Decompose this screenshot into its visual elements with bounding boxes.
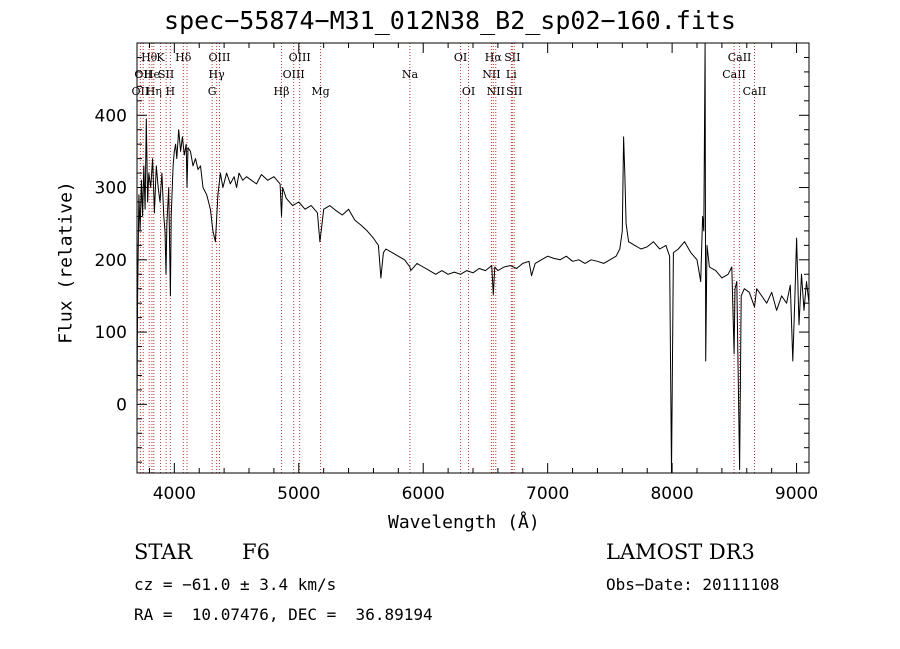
object-class: STAR (134, 540, 193, 564)
x-axis-label: Wavelength (Å) (388, 512, 540, 533)
object-subclass: F6 (242, 540, 270, 564)
line-marker-label: Hα (485, 51, 503, 64)
line-marker-label: Na (402, 68, 419, 81)
line-marker-label: OI (462, 85, 475, 98)
line-marker-label: SII (506, 85, 522, 98)
line-marker-label: OIII (208, 51, 230, 64)
x-tick-label: 5000 (277, 484, 320, 504)
line-marker-label: H (166, 85, 176, 98)
line-marker-label: OIII (289, 51, 311, 64)
y-tick-label: 100 (95, 323, 127, 343)
line-marker-label: Mg (311, 85, 329, 98)
observation-date: Obs−Date: 20111108 (606, 575, 780, 594)
y-tick-label: 400 (95, 106, 127, 126)
y-tick-label: 0 (116, 395, 127, 415)
line-marker-label: SII (158, 68, 174, 81)
line-marker-label: Hθ (141, 51, 158, 64)
line-marker-label: NII (487, 85, 505, 98)
line-marker-label: SII (504, 51, 520, 64)
survey-name: LAMOST DR3 (606, 540, 755, 564)
spectrum-line (136, 42, 810, 474)
line-marker-label: Hβ (274, 85, 290, 98)
line-marker-label: OII (132, 85, 150, 98)
line-marker-label: Hη (146, 85, 162, 98)
chart-title: spec−55874−M31_012N38_B2_sp02−160.fits (164, 6, 736, 35)
y-tick-label: 300 (95, 179, 127, 199)
line-marker-label: CaII (743, 85, 767, 98)
x-tick-label: 7000 (526, 484, 569, 504)
x-tick-label: 8000 (650, 484, 693, 504)
redshift-velocity: cz = −61.0 ± 3.4 km/s (134, 575, 337, 594)
line-marker-label: OII (134, 68, 152, 81)
line-marker-label: Hγ (209, 68, 226, 81)
line-marker-label: Hδ (175, 51, 192, 64)
line-marker-label: Li (506, 68, 517, 81)
line-marker-label: OIII (283, 68, 305, 81)
line-marker-label: He (144, 68, 160, 81)
x-tick-label: 4000 (153, 484, 196, 504)
y-tick-label: 200 (95, 251, 127, 271)
y-axis-label: Flux (relative) (55, 181, 77, 344)
coordinates: RA = 10.07476, DEC = 36.89194 (134, 605, 433, 624)
line-marker-label: NII (482, 68, 500, 81)
line-marker-label: OI (454, 51, 467, 64)
line-marker-label: CaII (722, 68, 746, 81)
line-marker-label: G (208, 85, 217, 98)
x-tick-label: 9000 (775, 484, 818, 504)
line-marker-label: CaII (728, 51, 752, 64)
x-tick-label: 6000 (402, 484, 445, 504)
line-marker-label: K (156, 51, 165, 64)
